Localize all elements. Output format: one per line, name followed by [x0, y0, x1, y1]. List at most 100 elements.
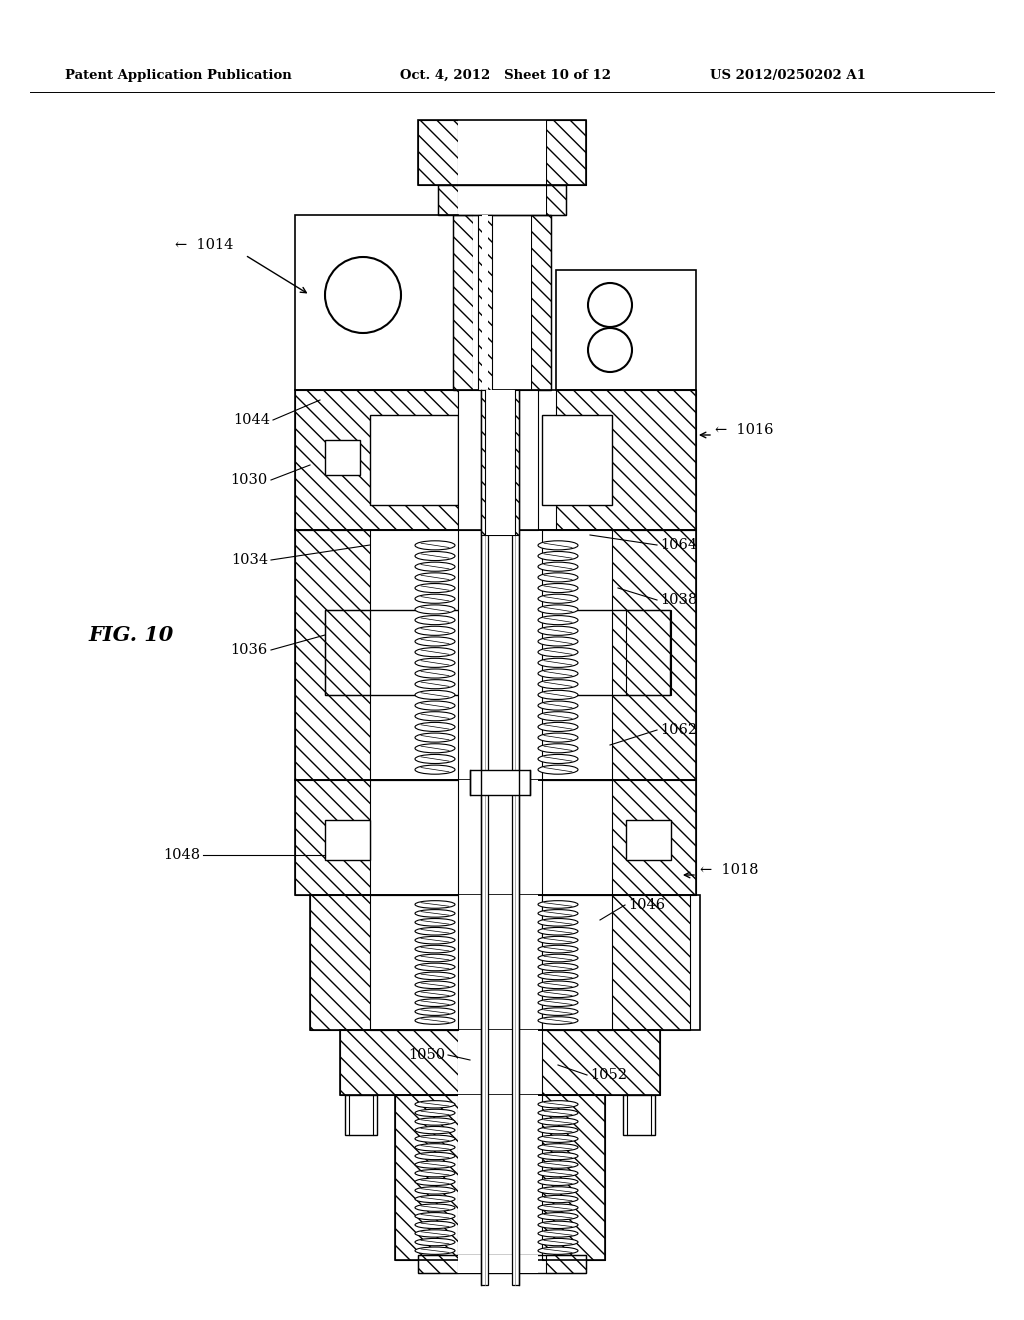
Circle shape — [325, 257, 401, 333]
Ellipse shape — [415, 626, 455, 635]
Text: Oct. 4, 2012   Sheet 10 of 12: Oct. 4, 2012 Sheet 10 of 12 — [400, 69, 611, 82]
Bar — [512, 389, 519, 1284]
Ellipse shape — [538, 945, 578, 953]
Ellipse shape — [415, 1016, 455, 1024]
Ellipse shape — [538, 701, 578, 710]
Ellipse shape — [538, 1118, 578, 1125]
Ellipse shape — [538, 936, 578, 944]
Bar — [458, 1030, 538, 1096]
Bar — [478, 215, 492, 389]
Bar — [542, 780, 612, 895]
Bar — [370, 895, 458, 1030]
Ellipse shape — [538, 711, 578, 721]
Ellipse shape — [538, 1196, 578, 1203]
Ellipse shape — [415, 909, 455, 917]
Bar — [556, 389, 696, 531]
Ellipse shape — [538, 972, 578, 979]
Bar — [626, 610, 671, 696]
Ellipse shape — [415, 1221, 455, 1229]
Bar — [325, 440, 360, 475]
Bar — [295, 531, 696, 780]
Ellipse shape — [538, 981, 578, 989]
Bar — [542, 895, 612, 1030]
Bar — [542, 895, 690, 1030]
Ellipse shape — [538, 552, 578, 561]
Ellipse shape — [538, 583, 578, 593]
Ellipse shape — [415, 928, 455, 935]
Bar — [458, 389, 538, 531]
Ellipse shape — [538, 541, 578, 550]
Ellipse shape — [415, 562, 455, 572]
Bar — [481, 389, 519, 535]
Ellipse shape — [415, 755, 455, 763]
Ellipse shape — [538, 990, 578, 998]
Bar — [473, 215, 531, 389]
Ellipse shape — [538, 743, 578, 752]
Bar — [418, 120, 458, 185]
Text: 1052: 1052 — [590, 1068, 627, 1082]
Ellipse shape — [415, 638, 455, 645]
Bar — [395, 1096, 605, 1261]
Ellipse shape — [538, 690, 578, 700]
Bar — [325, 820, 370, 861]
Bar — [542, 895, 612, 1030]
Bar — [295, 780, 458, 895]
Bar — [295, 780, 696, 895]
Ellipse shape — [538, 964, 578, 970]
Ellipse shape — [538, 1238, 578, 1246]
Bar — [458, 895, 538, 1030]
Bar — [470, 770, 530, 795]
Ellipse shape — [538, 669, 578, 678]
Ellipse shape — [538, 648, 578, 656]
Text: 1038: 1038 — [660, 593, 697, 607]
Text: 1044: 1044 — [233, 413, 270, 426]
Bar — [295, 389, 458, 531]
Ellipse shape — [415, 722, 455, 731]
Ellipse shape — [415, 919, 455, 927]
Bar — [556, 531, 696, 780]
Ellipse shape — [415, 1118, 455, 1125]
Ellipse shape — [538, 659, 578, 668]
Ellipse shape — [538, 1213, 578, 1220]
Bar — [345, 1096, 377, 1135]
Bar — [370, 780, 458, 895]
Ellipse shape — [415, 1152, 455, 1160]
Bar — [458, 185, 546, 215]
Ellipse shape — [415, 701, 455, 710]
Bar — [458, 389, 538, 531]
Ellipse shape — [538, 1179, 578, 1185]
Bar — [418, 120, 586, 185]
Ellipse shape — [538, 1007, 578, 1015]
Ellipse shape — [538, 1247, 578, 1254]
Text: ←  1016: ← 1016 — [715, 422, 773, 437]
Ellipse shape — [538, 766, 578, 775]
Bar — [458, 780, 538, 895]
Circle shape — [588, 282, 632, 327]
Bar — [295, 531, 458, 780]
Bar — [310, 895, 458, 1030]
Bar — [395, 1096, 458, 1261]
Text: FIG. 10: FIG. 10 — [88, 624, 173, 645]
Bar — [370, 531, 458, 780]
Bar — [546, 1255, 586, 1272]
Ellipse shape — [538, 626, 578, 635]
Ellipse shape — [538, 1016, 578, 1024]
Ellipse shape — [538, 615, 578, 624]
Ellipse shape — [538, 573, 578, 582]
Bar — [542, 531, 612, 780]
Bar — [542, 414, 612, 506]
Ellipse shape — [415, 1230, 455, 1237]
Ellipse shape — [415, 552, 455, 561]
Ellipse shape — [538, 1135, 578, 1142]
Ellipse shape — [538, 999, 578, 1006]
Ellipse shape — [538, 928, 578, 935]
Text: 1062: 1062 — [660, 723, 697, 737]
Bar — [623, 1096, 655, 1135]
Ellipse shape — [415, 573, 455, 582]
Ellipse shape — [415, 583, 455, 593]
Bar — [370, 414, 458, 506]
Ellipse shape — [415, 1007, 455, 1015]
Ellipse shape — [415, 1143, 455, 1151]
Bar — [370, 780, 458, 895]
Bar — [370, 531, 458, 780]
